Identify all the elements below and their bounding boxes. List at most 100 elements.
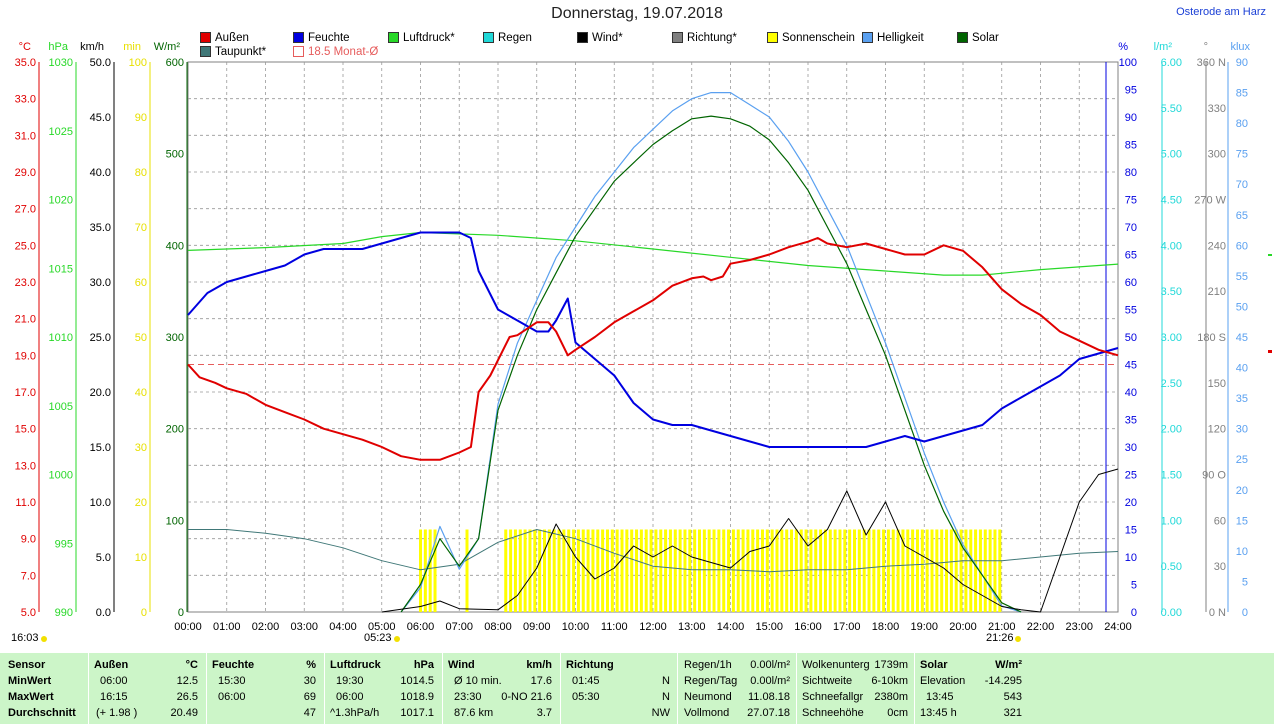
richtung-max-time: 05:30 (572, 691, 600, 703)
neumond-value: 11.08.18 (747, 691, 790, 703)
humidity-tick: 35 (1125, 415, 1137, 427)
time-tick: 04:00 (329, 621, 357, 633)
sunshine-bar (974, 529, 978, 612)
sunshine-bar (654, 529, 658, 612)
humidity-tick: 90 (1125, 112, 1137, 124)
wind-tick: 15.0 (90, 442, 111, 454)
sichtweite-label: Sichtweite (802, 675, 853, 687)
sunshine-bar (513, 529, 517, 612)
rain-tick: 1.50 (1161, 470, 1182, 482)
pressure-tick: 1030 (49, 57, 73, 69)
sunshine-bar (693, 529, 697, 612)
feuchte-min-value: 30 (303, 675, 316, 687)
sunshine-bar (920, 529, 924, 612)
legend-taupunkt: Taupunkt* (200, 45, 266, 59)
sunshine-bar (843, 529, 847, 612)
sunshine-bar (630, 529, 634, 612)
wind-tick: 10.0 (90, 497, 111, 509)
direction-tick: 60 (1214, 515, 1226, 527)
sunshine-bar (964, 529, 968, 612)
richtung-min-value: N (662, 675, 670, 687)
sunshine-bar (639, 529, 643, 612)
temp-tick: 13.0 (15, 460, 36, 472)
legend-richtung: Richtung* (672, 31, 737, 45)
humidity-tick: 80 (1125, 167, 1137, 179)
aussen-max-time: 16:15 (100, 691, 128, 703)
sunshine-tick: 40 (135, 387, 147, 399)
header-richtung: Richtung (566, 659, 614, 671)
wind-tick: 0.0 (96, 607, 111, 619)
rain-tick: 2.00 (1161, 424, 1182, 436)
lux-tick: 55 (1236, 271, 1248, 283)
rain-tick: 4.00 (1161, 240, 1182, 252)
sunshine-bar (978, 529, 982, 612)
neumond-label: Neumond (684, 691, 732, 703)
feuchte-max-time: 06:00 (218, 691, 246, 703)
sunshine-bar (419, 529, 422, 612)
humidity-tick: 40 (1125, 387, 1137, 399)
chart-title: Donnerstag, 19.07.2018 (551, 5, 723, 22)
aussen-avg-value: 20.49 (170, 707, 198, 719)
sunshine-bar (465, 529, 469, 612)
sunshine-bar (664, 529, 668, 612)
axis-unit-direction: ° (1204, 41, 1208, 53)
series-temperature (187, 237, 1119, 461)
temp-tick: 17.0 (15, 387, 36, 399)
temp-tick: 9.0 (21, 534, 36, 546)
sunshine-bar (523, 529, 527, 612)
sunshine-bar (954, 529, 958, 612)
sunshine-bar (668, 529, 672, 612)
legend-swatch (957, 32, 968, 43)
direction-tick: 360 N (1197, 57, 1226, 69)
humidity-tick: 45 (1125, 360, 1137, 372)
rain-tick: 3.50 (1161, 286, 1182, 298)
solar-duration: 13:45 h (920, 707, 957, 719)
time-tick: 09:00 (523, 621, 551, 633)
direction-tick: 270 W (1194, 195, 1226, 207)
aussen-min-value: 12.5 (176, 675, 198, 687)
location-link[interactable]: Osterode am Harz (1176, 6, 1266, 18)
direction-tick: 210 (1208, 286, 1226, 298)
feuchte-max-value: 69 (303, 691, 316, 703)
rain-tick: 4.50 (1161, 195, 1182, 207)
regen-value-1: 0.00l/m² (750, 659, 790, 671)
sun-left-label: 16:03 (11, 632, 39, 644)
row-label-avg: Durchschnitt (8, 707, 76, 719)
time-tick: 00:00 (174, 621, 202, 633)
time-tick: 11:00 (601, 621, 628, 633)
header-feuchte: Feuchte (212, 659, 255, 671)
humidity-tick: 25 (1125, 470, 1137, 482)
temp-tick: 19.0 (15, 350, 36, 362)
sunshine-bar (688, 529, 692, 612)
lux-tick: 70 (1236, 179, 1248, 191)
solar-tick: 200 (166, 424, 184, 436)
sunshine-bar (886, 529, 890, 612)
solar-avg-value: 321 (1003, 707, 1022, 719)
time-tick: 07:00 (445, 621, 473, 633)
solar-tick: 600 (166, 57, 184, 69)
humidity-tick: 75 (1125, 195, 1137, 207)
sunshine-bar (635, 529, 639, 612)
sunshine-bar (853, 529, 856, 612)
solar-elevation-label: Elevation (920, 675, 966, 687)
axis-unit-solar: W/m² (154, 41, 181, 53)
axis-unit-humidity: % (1118, 41, 1128, 53)
lux-tick: 25 (1236, 454, 1248, 466)
wind-tick: 45.0 (90, 112, 111, 124)
pressure-tick: 1005 (49, 401, 73, 413)
sunshine-bar (547, 529, 551, 612)
sunshine-bar (557, 529, 561, 612)
luftdruck-avg-value: 1017.1 (400, 707, 434, 719)
time-tick: 20:00 (949, 621, 977, 633)
lux-tick: 75 (1236, 149, 1248, 161)
humidity-tick: 100 (1119, 57, 1137, 69)
sunshine-bar (828, 529, 832, 612)
sunshine-bar (949, 529, 953, 612)
time-tick: 14:00 (717, 621, 745, 633)
sunshine-bar (833, 529, 837, 612)
header-solar-unit: W/m² (995, 659, 1022, 671)
rain-tick: 5.50 (1161, 103, 1182, 115)
edge-marker (1268, 350, 1272, 353)
time-tick: 21:00 (988, 621, 1016, 633)
luftdruck-max-time: 06:00 (336, 691, 364, 703)
